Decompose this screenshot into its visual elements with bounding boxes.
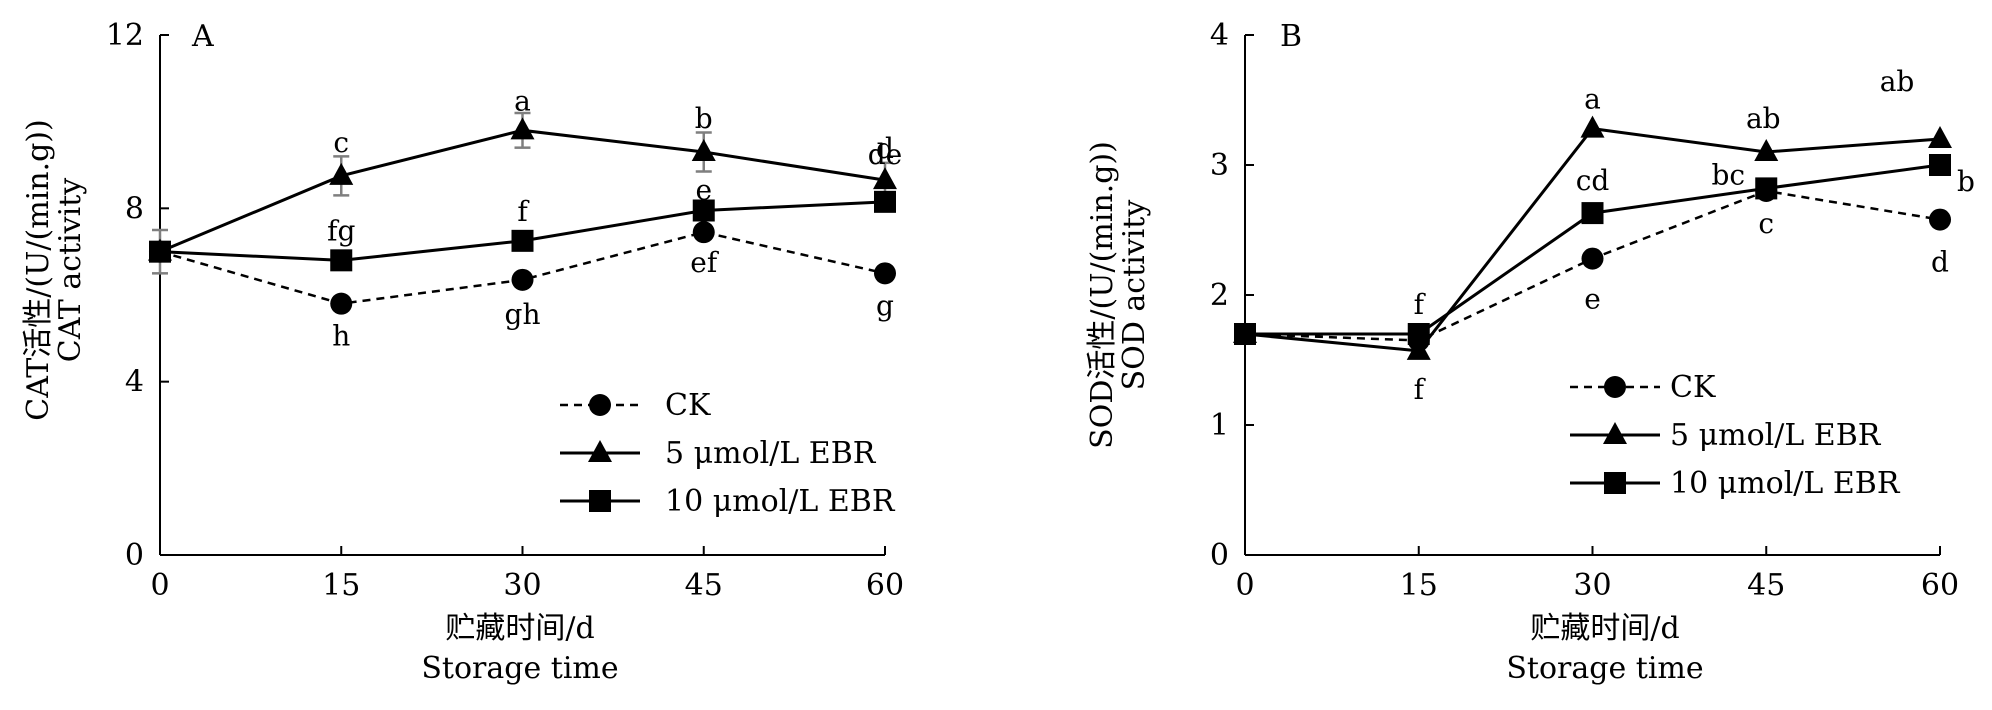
series-point bbox=[1929, 154, 1951, 176]
x-tick-label: 0 bbox=[150, 568, 169, 603]
legend-marker bbox=[588, 440, 612, 462]
series-point bbox=[330, 249, 353, 272]
legend-marker bbox=[1603, 422, 1627, 444]
significance-letter: de bbox=[868, 138, 903, 171]
significance-letter: b bbox=[695, 102, 713, 135]
series-point bbox=[1754, 139, 1779, 161]
y-axis-title-cn: CAT活性/(U/(min.g)) bbox=[21, 119, 56, 420]
legend-marker bbox=[589, 490, 611, 512]
series-point bbox=[874, 190, 896, 213]
series-point bbox=[1928, 126, 1952, 148]
series-point bbox=[1580, 115, 1605, 138]
x-axis-title-en: Storage time bbox=[1506, 651, 1703, 686]
significance-letter: h bbox=[332, 320, 350, 353]
x-tick-label: 45 bbox=[685, 568, 723, 603]
significance-letter: d bbox=[876, 132, 894, 165]
x-axis-title-cn: 贮藏时间/d bbox=[445, 611, 594, 646]
series-point bbox=[692, 221, 715, 244]
series-point bbox=[330, 292, 353, 315]
significance-letter: e bbox=[1584, 283, 1601, 316]
y-tick-label: 0 bbox=[125, 538, 144, 573]
y-axis-title-cn: SOD活性/(U/(min.g)) bbox=[1085, 141, 1120, 449]
series-point bbox=[1581, 247, 1604, 270]
significance-letter: f bbox=[1414, 373, 1427, 406]
x-axis-title-cn: 贮藏时间/d bbox=[1530, 611, 1679, 646]
significance-letter: f bbox=[517, 195, 530, 228]
series-point bbox=[511, 268, 534, 291]
y-tick-label: 3 bbox=[1210, 148, 1229, 183]
series-point bbox=[1234, 323, 1256, 345]
y-axis-title-en: SOD activity bbox=[1117, 200, 1152, 391]
panel-letter: A bbox=[191, 19, 214, 54]
series-point bbox=[1407, 323, 1430, 345]
panel-b-chart: 0 15 30 45 60 0 1 2 3 4 B 贮藏时间/d Storage time SOD活性/(… bbox=[1085, 18, 1975, 686]
legend-label: 10 μmol/L EBR bbox=[665, 484, 896, 519]
significance-letter: d bbox=[1931, 246, 1949, 279]
y-tick-label: 2 bbox=[1210, 278, 1229, 313]
y-axis-title-en: CAT activity bbox=[53, 178, 88, 362]
series-point bbox=[1755, 177, 1778, 200]
significance-letter: b bbox=[1957, 165, 1975, 198]
significance-letter: bc bbox=[1711, 158, 1745, 191]
series-point bbox=[873, 167, 897, 190]
series-point bbox=[692, 199, 715, 222]
legend-label: CK bbox=[665, 388, 711, 423]
series-point bbox=[1581, 202, 1604, 225]
x-tick-label: 0 bbox=[1235, 568, 1254, 603]
significance-letter: ab bbox=[1746, 102, 1781, 135]
significance-letter: f bbox=[1414, 288, 1427, 321]
x-tick-label: 45 bbox=[1747, 568, 1785, 603]
x-tick-label: 15 bbox=[322, 568, 360, 603]
significance-letter: a bbox=[1584, 83, 1601, 116]
series-point bbox=[691, 139, 716, 161]
legend-label: CK bbox=[1670, 370, 1716, 405]
legend-label: 5 μmol/L EBR bbox=[665, 436, 877, 471]
significance-letter: cd bbox=[1576, 164, 1610, 197]
panel-a-chart: 0 15 30 45 60 0 4 8 12 A 贮藏时间/d Storage time CAT活性/(… bbox=[21, 18, 904, 686]
significance-letter: a bbox=[514, 84, 531, 117]
series-point bbox=[1929, 208, 1951, 231]
y-tick-label: 4 bbox=[125, 365, 144, 400]
y-tick-label: 8 bbox=[125, 191, 144, 226]
legend-marker bbox=[1604, 376, 1626, 398]
series-point bbox=[510, 117, 535, 140]
series-line bbox=[1244, 126, 1941, 353]
significance-letter: g bbox=[876, 289, 894, 322]
y-axis-title: SOD活性/(U/(min.g))SOD activity bbox=[1085, 141, 1152, 449]
y-tick-label: 0 bbox=[1210, 538, 1229, 573]
significance-letter: fg bbox=[327, 214, 355, 247]
panel-letter: B bbox=[1280, 19, 1302, 54]
series-point bbox=[511, 229, 534, 252]
y-tick-label: 12 bbox=[106, 18, 144, 53]
x-tick-label: 30 bbox=[1573, 568, 1611, 603]
significance-letter: gh bbox=[505, 298, 541, 331]
x-tick-label: 15 bbox=[1400, 568, 1438, 603]
legend-label: 10 μmol/L EBR bbox=[1670, 466, 1901, 501]
legend-label: 5 μmol/L EBR bbox=[1670, 418, 1882, 453]
x-tick-label: 30 bbox=[503, 568, 541, 603]
significance-letter: e bbox=[695, 174, 712, 207]
x-tick-label: 60 bbox=[866, 568, 904, 603]
significance-letter: ef bbox=[690, 246, 720, 279]
x-tick-label: 60 bbox=[1921, 568, 1959, 603]
series-point bbox=[329, 162, 354, 185]
significance-letter: ab bbox=[1880, 65, 1915, 98]
y-tick-label: 1 bbox=[1210, 408, 1229, 443]
x-axis-title-en: Storage time bbox=[421, 651, 618, 686]
y-tick-label: 4 bbox=[1210, 18, 1229, 53]
series-point bbox=[874, 262, 896, 285]
series-point bbox=[1406, 337, 1431, 360]
y-axis-title: CAT活性/(U/(min.g))CAT activity bbox=[21, 119, 88, 420]
legend-marker bbox=[589, 394, 611, 416]
significance-letter: c bbox=[333, 126, 349, 159]
legend-marker bbox=[1604, 472, 1626, 494]
series-point bbox=[149, 240, 171, 263]
significance-letter: c bbox=[1758, 207, 1774, 240]
